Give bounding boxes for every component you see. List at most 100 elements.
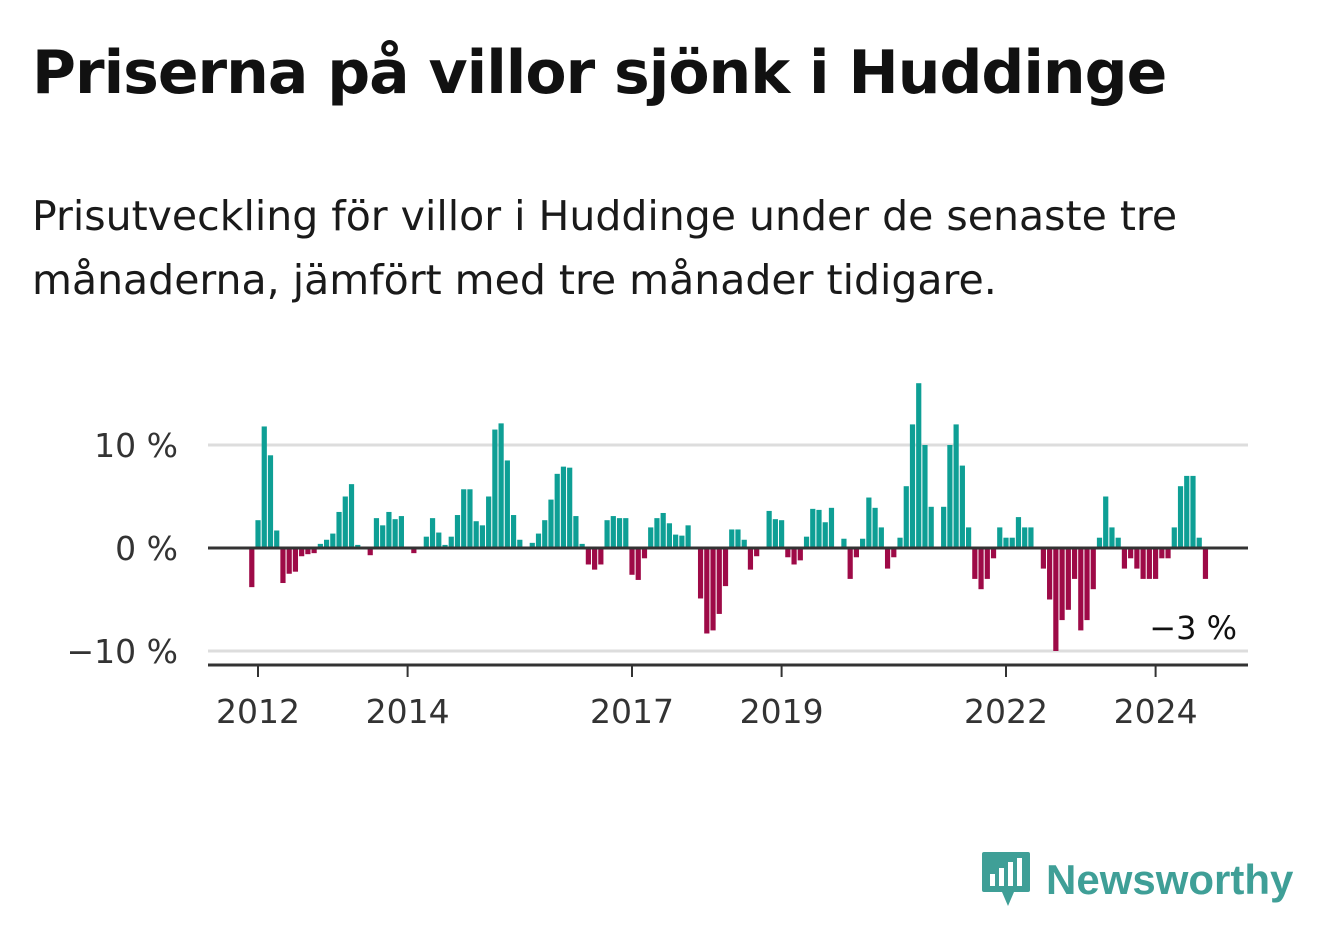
x-tick-label: 2019 [740,692,824,731]
bar [604,520,609,548]
bar [972,548,977,579]
bar [985,548,990,579]
bar [679,536,684,548]
bar [954,424,959,548]
bar [1165,548,1170,558]
bar [978,548,983,589]
bar [929,507,934,548]
bar [287,548,292,574]
bar [424,537,429,548]
newsworthy-logo: Newsworthy [980,850,1293,910]
bar [897,538,902,548]
bar [636,548,641,580]
bar [280,548,285,583]
bar [654,518,659,548]
bar [667,523,672,548]
bar [374,518,379,548]
bar [773,519,778,548]
bar [1097,538,1102,548]
last-value-annotation: −3 % [1149,609,1237,647]
bar [1053,548,1058,651]
bar [336,512,341,548]
bar [474,521,479,548]
bar [1084,548,1089,620]
bar [960,466,965,548]
bar-chart: 10 %0 %−10 %2012 2014 2017 2019 2022 2024−3 % [0,360,1322,760]
bar [499,423,504,548]
bar [430,518,435,548]
bar [343,497,348,549]
bar [536,534,541,548]
bar [386,512,391,548]
bar [293,548,298,572]
bar [598,548,603,564]
bar [966,527,971,548]
bar [991,548,996,558]
bar [1128,548,1133,558]
bar [393,519,398,548]
bar [274,530,279,548]
bar [748,548,753,570]
bar [717,548,722,614]
bar [873,508,878,548]
bar [1153,548,1158,579]
bar [804,537,809,548]
bar [555,474,560,548]
bar [1022,527,1027,548]
x-tick-label: 2022 [964,692,1048,731]
bar [1141,548,1146,579]
bar [330,534,335,548]
bar [642,548,647,558]
brand-name: Newsworthy [1046,856,1293,904]
bar [1197,538,1202,548]
bar [380,525,385,548]
x-tick-label: 2012 [216,692,300,731]
bar [573,516,578,548]
bar [1178,486,1183,548]
bar [823,522,828,548]
bar [916,383,921,548]
x-tick-label: 2014 [366,692,450,731]
bar [511,515,516,548]
bar [885,548,890,569]
bar [1134,548,1139,569]
bar [910,424,915,548]
bar [673,535,678,548]
bar [791,548,796,564]
y-tick-label: −10 % [67,632,179,671]
bar [1059,548,1064,620]
x-tick-label: 2017 [590,692,674,731]
x-tick-label: 2024 [1114,692,1198,731]
y-tick-label: 0 % [115,529,178,568]
bar [1103,497,1108,549]
bar [1028,527,1033,548]
bar [710,548,715,630]
bar [879,527,884,548]
bar [1109,527,1114,548]
bar [1116,538,1121,548]
bar [1041,548,1046,569]
bar [349,484,354,548]
bar [723,548,728,586]
bar [922,445,927,548]
bar [467,489,472,548]
bar [735,529,740,548]
bar [767,511,772,548]
bar [492,430,497,548]
bar [1172,527,1177,548]
bar [1091,548,1096,589]
bar [1010,538,1015,548]
bar [997,527,1002,548]
bar [947,445,952,548]
bar [505,460,510,548]
bar [629,548,634,575]
bar [617,518,622,548]
bar [810,509,815,548]
bar [542,520,547,548]
bar-chart-bubble-icon [980,850,1032,910]
bar [1147,548,1152,579]
bar [480,525,485,548]
bar [1016,517,1021,548]
bar [866,498,871,548]
bar [1003,538,1008,548]
